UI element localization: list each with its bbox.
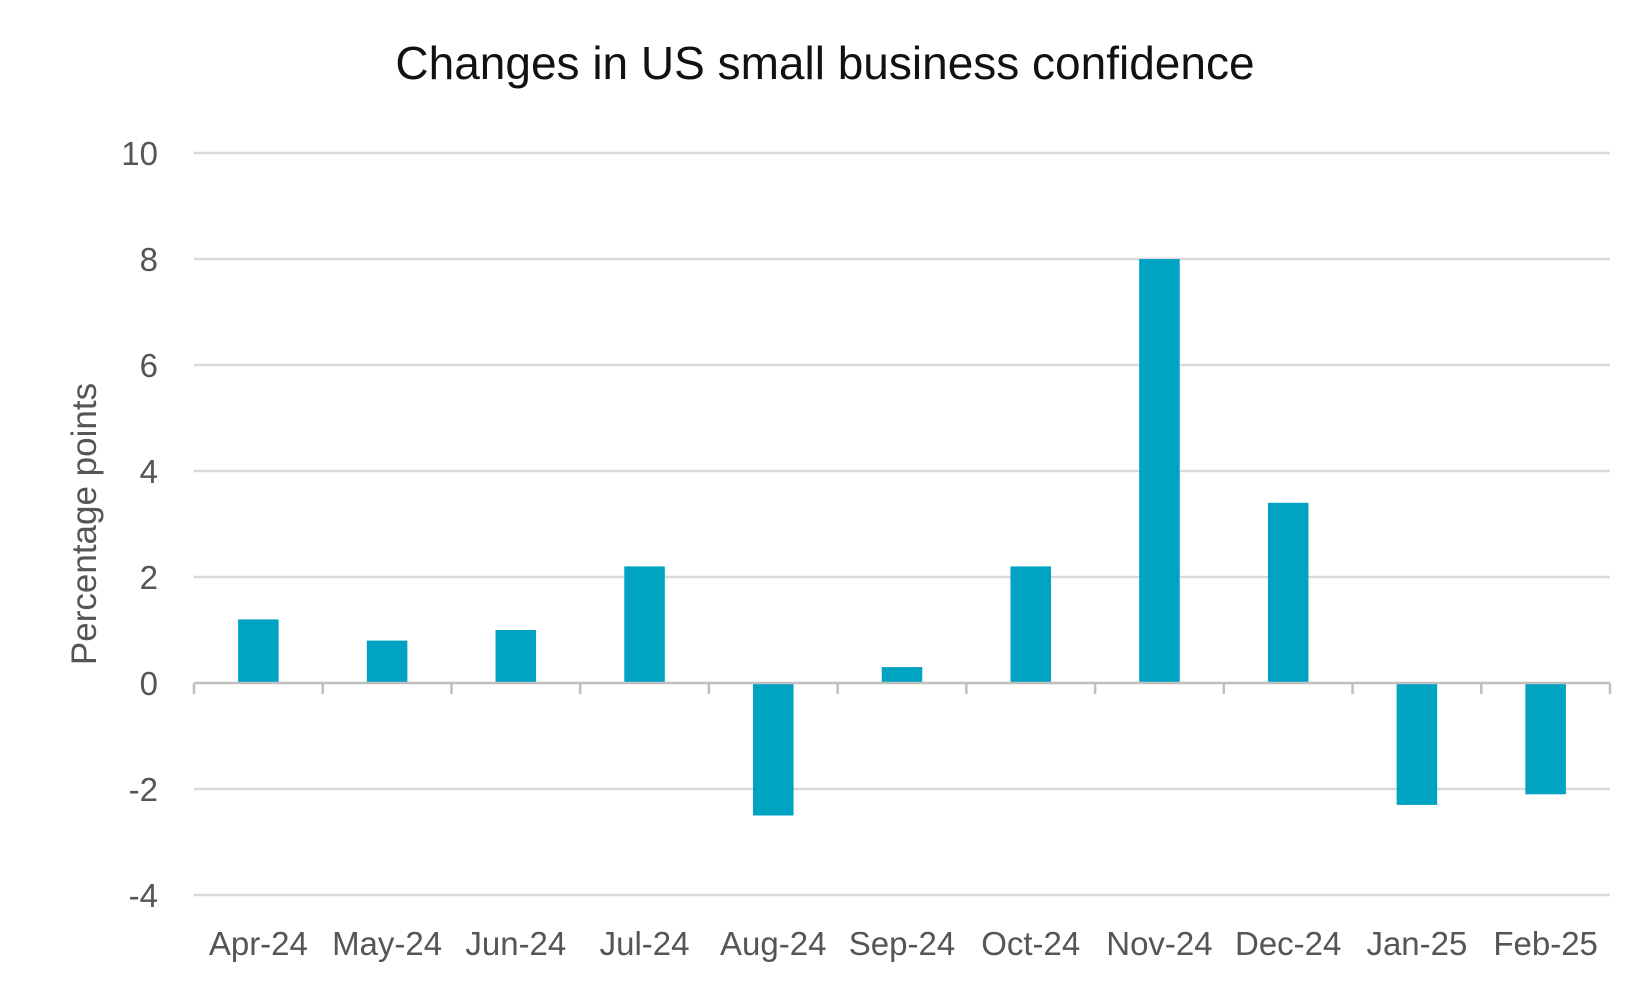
bar-may-24 bbox=[366, 640, 408, 683]
y-tick-label: -4 bbox=[129, 877, 158, 914]
x-tick-label: Feb-25 bbox=[1493, 925, 1598, 962]
bar-oct-24 bbox=[1010, 566, 1052, 683]
y-tick-label: 10 bbox=[121, 135, 158, 172]
y-axis-title: Percentage points bbox=[65, 383, 104, 665]
x-axis-ticks: Apr-24 May-24 Jun-24 Jul-24 Aug-24 Sep-24 Oct-… bbox=[209, 925, 1598, 962]
y-tick-label: 0 bbox=[140, 665, 158, 702]
bar-jan-25 bbox=[1396, 683, 1438, 805]
x-tick-label: Oct-24 bbox=[981, 925, 1080, 962]
x-axis bbox=[192, 681, 1612, 694]
y-tick-label: -2 bbox=[129, 771, 158, 808]
x-tick-label: Jul-24 bbox=[600, 925, 690, 962]
y-tick-label: 6 bbox=[140, 347, 158, 384]
bar-apr-24 bbox=[238, 619, 279, 683]
chart-title: Changes in US small business confidence bbox=[395, 37, 1255, 89]
x-tick-label: Dec-24 bbox=[1235, 925, 1341, 962]
x-tick-label: Jun-24 bbox=[465, 925, 566, 962]
bar-jun-24 bbox=[495, 630, 537, 683]
bar-feb-25 bbox=[1525, 683, 1566, 795]
y-tick-label: 2 bbox=[140, 559, 158, 596]
x-tick-label: Nov-24 bbox=[1106, 925, 1212, 962]
x-tick-label: Aug-24 bbox=[720, 925, 826, 962]
y-tick-label: 8 bbox=[140, 241, 158, 278]
bar-nov-24 bbox=[1139, 259, 1180, 683]
bar-dec-24 bbox=[1267, 502, 1309, 683]
x-tick-label: Sep-24 bbox=[849, 925, 955, 962]
x-tick-label: May-24 bbox=[332, 925, 442, 962]
bars bbox=[238, 259, 1566, 816]
y-tick-label: 4 bbox=[140, 453, 158, 490]
x-tick-label: Jan-25 bbox=[1366, 925, 1467, 962]
y-axis-ticks: -4 -2 0 2 4 6 8 10 bbox=[121, 135, 158, 914]
x-tick-label: Apr-24 bbox=[209, 925, 308, 962]
gridlines bbox=[194, 151, 1610, 897]
bar-aug-24 bbox=[752, 683, 794, 816]
bar-jul-24 bbox=[624, 566, 665, 683]
bar-sep-24 bbox=[881, 667, 923, 683]
